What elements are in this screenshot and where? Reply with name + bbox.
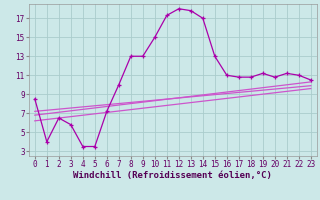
- X-axis label: Windchill (Refroidissement éolien,°C): Windchill (Refroidissement éolien,°C): [73, 171, 272, 180]
